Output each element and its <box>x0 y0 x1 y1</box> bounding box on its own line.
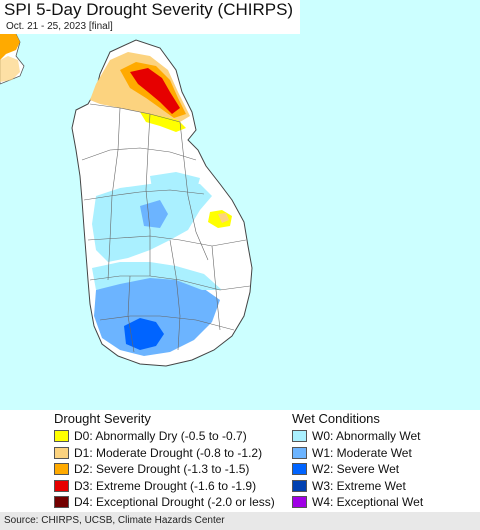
legend-label-d3: D3: Extreme Drought (-1.6 to -1.9) <box>74 478 257 493</box>
legend-item-w1: W1: Moderate Wet <box>292 445 423 462</box>
legend-item-d3: D3: Extreme Drought (-1.6 to -1.9) <box>54 478 275 495</box>
legend-label-d0: D0: Abnormally Dry (-0.5 to -0.7) <box>74 429 247 444</box>
swatch-d1 <box>54 446 69 459</box>
swatch-w4 <box>292 496 307 509</box>
legend-label-d1: D1: Moderate Drought (-0.8 to -1.2) <box>74 445 263 460</box>
map-title: SPI 5-Day Drought Severity (CHIRPS) <box>4 0 294 19</box>
source-footer: Source: CHIRPS, UCSB, Climate Hazards Ce… <box>0 512 480 530</box>
east-moderate-drought <box>218 213 229 223</box>
ocean <box>0 0 480 410</box>
swatch-w0 <box>292 430 307 443</box>
india-dry-patch <box>0 56 20 82</box>
drought-map <box>0 0 480 410</box>
legend-item-w2: W2: Severe Wet <box>292 461 423 478</box>
swatch-w3 <box>292 479 307 492</box>
drought-legend: Drought Severity D0: Abnormally Dry (-0.… <box>54 410 275 511</box>
map-subtitle: Oct. 21 - 25, 2023 [final] <box>6 21 113 32</box>
legend-label-d4: D4: Exceptional Drought (-2.0 or less) <box>74 495 275 510</box>
legend-item-d1: D1: Moderate Drought (-0.8 to -1.2) <box>54 445 275 462</box>
legend-label-w1: W1: Moderate Wet <box>312 445 412 460</box>
south-severe-wet <box>124 318 164 350</box>
north-extreme-drought <box>130 68 180 114</box>
north-central-wet <box>150 172 200 192</box>
swatch-d4 <box>54 496 69 509</box>
drought-legend-heading: Drought Severity <box>54 411 151 426</box>
swatch-d2 <box>54 463 69 476</box>
legend-item-d4: D4: Exceptional Drought (-2.0 or less) <box>54 494 275 511</box>
central-moderate-wet <box>140 200 168 228</box>
swatch-d3 <box>54 479 69 492</box>
legend-label-d2: D2: Severe Drought (-1.3 to -1.5) <box>74 462 250 477</box>
legend: Drought Severity D0: Abnormally Dry (-0.… <box>0 410 480 512</box>
north-abnormally-dry <box>140 112 186 132</box>
southwest-abnormally-wet <box>92 262 222 290</box>
legend-item-w0: W0: Abnormally Wet <box>292 428 423 445</box>
legend-label-w3: W3: Extreme Wet <box>312 478 406 493</box>
legend-item-w3: W3: Extreme Wet <box>292 478 423 495</box>
district-boundaries <box>81 103 251 353</box>
swatch-w2 <box>292 463 307 476</box>
swatch-d0 <box>54 430 69 443</box>
swatch-w1 <box>292 446 307 459</box>
india-drought-patch <box>0 28 20 60</box>
map-svg <box>0 0 480 410</box>
wet-legend-heading: Wet Conditions <box>292 411 380 426</box>
legend-label-w4: W4: Exceptional Wet <box>312 495 424 510</box>
title-backing <box>0 0 300 34</box>
wet-legend: Wet Conditions W0: Abnormally Wet W1: Mo… <box>292 410 423 511</box>
legend-label-w2: W2: Severe Wet <box>312 462 400 477</box>
legend-item-d2: D2: Severe Drought (-1.3 to -1.5) <box>54 461 275 478</box>
legend-item-d0: D0: Abnormally Dry (-0.5 to -0.7) <box>54 428 275 445</box>
legend-item-w4: W4: Exceptional Wet <box>292 494 423 511</box>
legend-label-w0: W0: Abnormally Wet <box>312 429 421 444</box>
